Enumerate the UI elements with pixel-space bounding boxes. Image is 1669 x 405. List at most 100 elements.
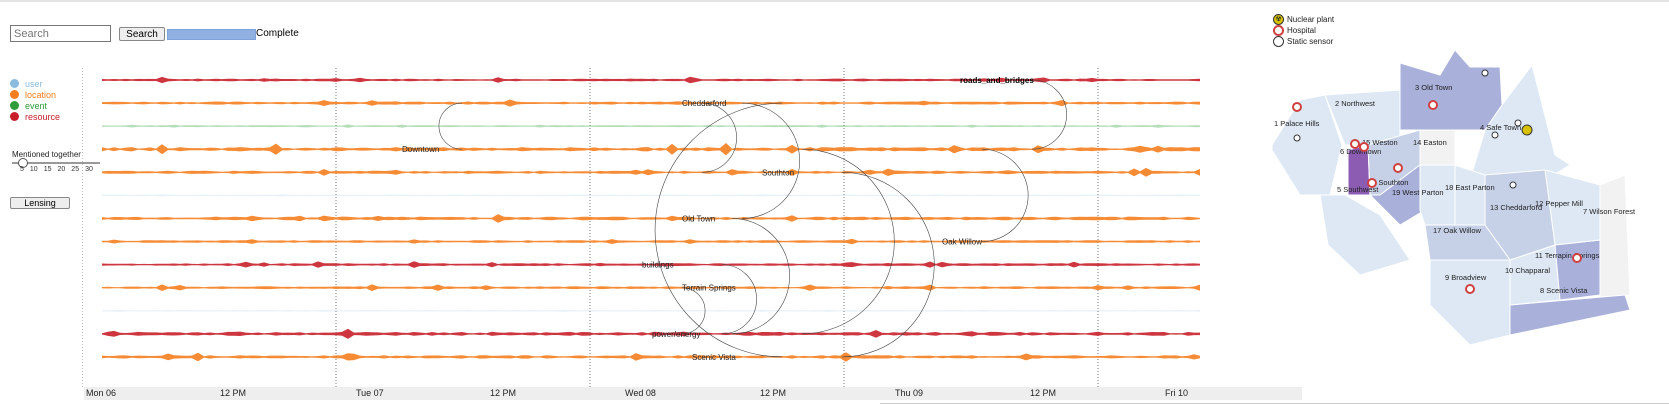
topic-stream[interactable] [102,238,1200,245]
progress-status: Complete [256,28,299,39]
slider-track[interactable] [12,162,100,164]
progress-fill [168,30,255,39]
progress-bar [167,29,256,40]
sensor-icon[interactable] [1514,119,1522,127]
topic-label[interactable]: power/energy [652,330,700,339]
topic-label[interactable]: Cheddarford [682,99,726,108]
sensor-icon[interactable] [1491,131,1499,139]
topic-timeline[interactable]: Cheddarford Downtown Southton Old Town Oak W… [82,68,1302,388]
topic-label[interactable]: Oak Willow [942,238,982,247]
slider-tick: 15 [43,166,52,173]
slider-handle[interactable] [18,158,28,168]
search-input[interactable] [10,25,111,42]
hospital-icon[interactable] [1350,139,1360,149]
hospital-icon[interactable] [1367,178,1377,188]
region-label: 16 Southton [1368,178,1408,187]
topic-stream[interactable] [102,352,1200,362]
sensor-icon[interactable] [1481,69,1489,77]
slider-ticks: 5 10 15 20 25 30 [20,166,93,173]
co-mention-arc [1031,79,1067,150]
legend-label: resource [25,111,61,122]
nuclear-plant[interactable] [1521,124,1533,136]
slider-title: Mentioned together [12,150,81,159]
axis-label: 12 PM [490,388,517,398]
legend-item-location[interactable]: location [10,89,60,100]
hospital-icon[interactable] [1359,142,1369,152]
divider [880,403,1669,404]
co-mention-arc [701,102,737,173]
hospital-icon[interactable] [1572,253,1582,263]
region-label: 2 Northwest [1335,99,1376,108]
topic-label[interactable]: Old Town [682,214,715,223]
legend-item-resource[interactable]: resource [10,111,60,122]
co-mention-arc [731,218,790,335]
region-14-easton[interactable] [1419,129,1456,166]
axis-label: Thu 09 [895,388,924,398]
topic-stream[interactable] [102,194,1200,197]
region-1-palace-hills[interactable] [1271,94,1343,196]
region-label: 1 Palace Hills [1274,119,1320,128]
co-mention-arc [981,148,1029,242]
topic-stream[interactable] [102,284,1200,291]
topic-stream[interactable] [102,143,1200,156]
slider-tick: 10 [29,166,38,173]
region-label: 4 Safe Town [1480,123,1521,132]
legend-item-user[interactable]: user [10,78,60,89]
slider-tick: 25 [71,166,80,173]
hospital-icon[interactable] [1393,163,1403,173]
legend-dot [10,112,19,121]
legend-item-event[interactable]: event [10,100,60,111]
topic-stream[interactable] [102,214,1200,223]
topic-label[interactable]: Scenic Vista [692,353,736,362]
radiation-icon: ☢ [1273,14,1284,25]
topic-stream[interactable] [102,167,1200,177]
co-mention-arc [801,148,895,335]
topic-stream[interactable] [102,76,1200,84]
hospital-icon[interactable] [1465,284,1475,294]
legend-label: event [25,100,48,111]
city-map[interactable]: 1 Palace Hills 2 Northwest 3 Old Town 4 … [1270,45,1665,405]
topic-stream[interactable] [102,309,1200,312]
map-legend-item[interactable]: ☢ Nuclear plant [1273,14,1334,25]
time-axis [84,387,1302,400]
topic-stream[interactable] [102,328,1200,339]
topic-label[interactable]: Terrain Springs [682,284,736,293]
legend-label: location [25,89,57,100]
topic-label[interactable]: Downtown [402,145,439,154]
hospital-icon[interactable] [1428,100,1438,110]
map-legend-item[interactable]: Static sensor [1273,36,1334,47]
slider-tick: 20 [57,166,66,173]
hospital-icon[interactable] [1292,102,1302,112]
sensor-markers [1293,69,1522,189]
sensor-icon[interactable] [1509,181,1517,189]
topic-label-roads-and-bridges[interactable]: roads_and_bridges [960,76,1034,85]
map-legend-label: Static sensor [1287,37,1334,46]
lensing-button[interactable]: Lensing [10,197,70,209]
topic-stream[interactable] [102,124,1200,128]
topic-stream[interactable] [102,99,1200,107]
topic-label[interactable]: buildings [642,261,674,270]
sensor-icon[interactable] [1293,134,1301,142]
slider-tick: 30 [85,166,93,173]
hospital-icon [1273,25,1284,36]
region-18-east-parton[interactable] [1454,164,1486,226]
axis-label: Fri 10 [1165,388,1189,398]
topic-label[interactable]: Southton [762,168,794,177]
axis-label: Wed 08 [625,388,656,398]
co-mention-arc [681,287,706,335]
sensor-icon [1273,36,1284,47]
axis-label: 12 PM [760,388,787,398]
region-5-southwest[interactable] [1319,194,1411,276]
map-legend-item[interactable]: Hospital [1273,25,1334,36]
region-19-west-parton[interactable] [1419,164,1456,226]
region-label: 19 West Parton [1392,188,1444,197]
map-legend-label: Nuclear plant [1287,15,1335,24]
topic-stream[interactable] [102,261,1200,268]
slider-tick: 5 [20,166,24,173]
legend-dot [10,90,19,99]
search-button[interactable]: Search [119,27,165,41]
co-mention-arc [721,264,757,335]
axis-label: Mon 06 [86,388,117,398]
legend-dot [10,101,19,110]
region-7-wilson-forest[interactable] [1599,174,1631,301]
